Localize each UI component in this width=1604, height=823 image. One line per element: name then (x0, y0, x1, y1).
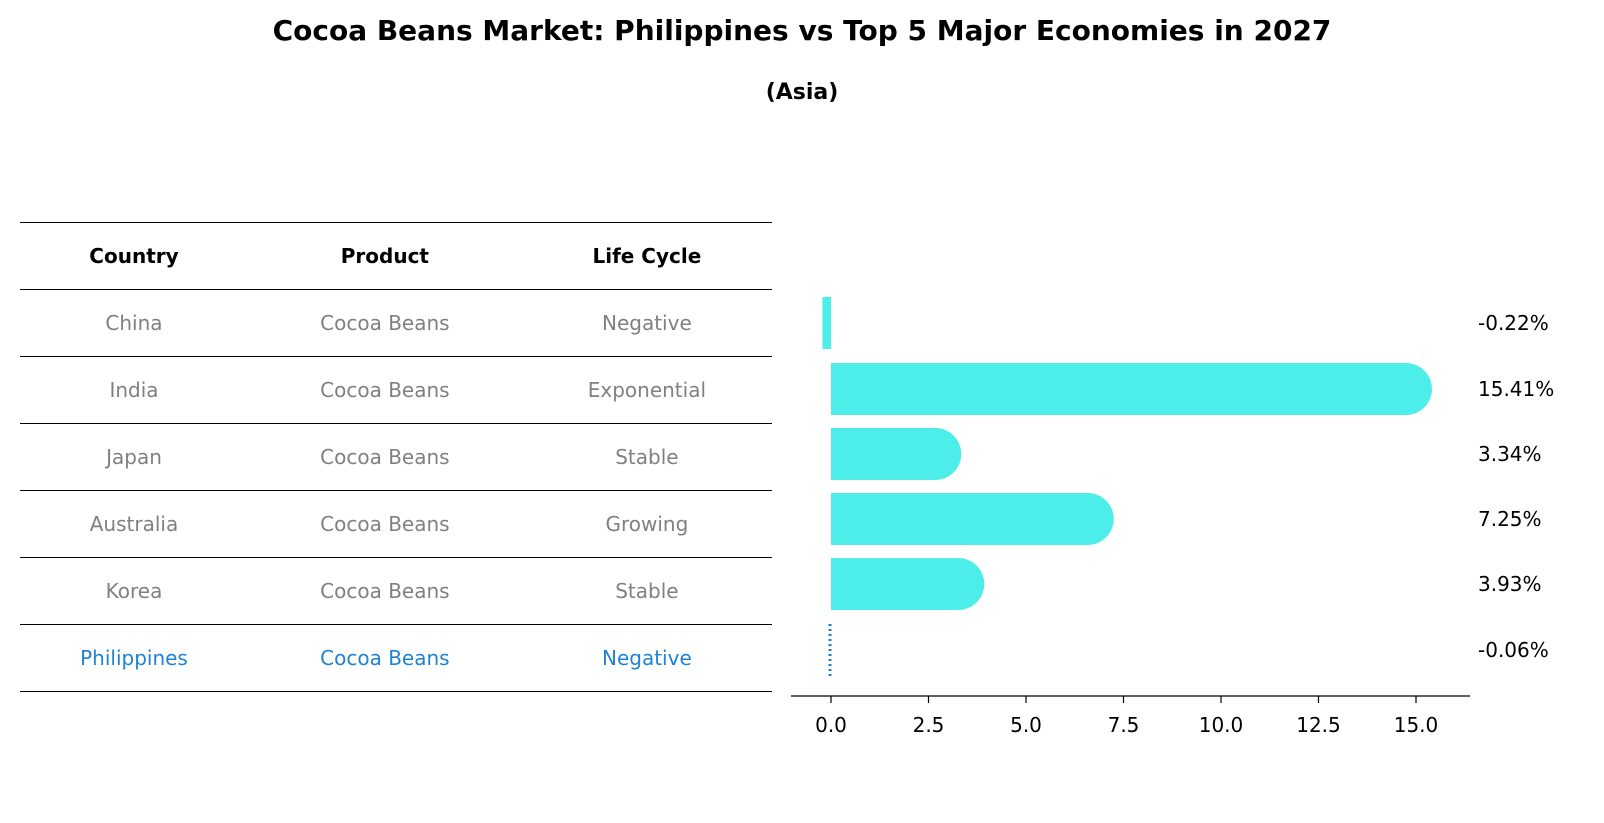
header-life-cycle: Life Cycle (521, 222, 772, 290)
chart-title: Cocoa Beans Market: Philippines vs Top 5… (272, 14, 1332, 47)
bar-india (831, 363, 1432, 415)
value-label-australia: 7.25% (1478, 507, 1542, 531)
header-country: Country (20, 222, 248, 290)
bar-australia (831, 493, 1114, 545)
cell-country: Philippines (20, 624, 248, 692)
table-row: China Cocoa Beans Negative (20, 289, 772, 357)
value-label-korea: 3.93% (1478, 572, 1542, 596)
header-product: Product (247, 222, 522, 290)
cell-country: Japan (20, 423, 248, 491)
x-tick-label: 10.0 (1199, 713, 1244, 737)
bar-korea (831, 558, 985, 610)
x-tick-label: 12.5 (1296, 713, 1341, 737)
x-tick-label: 2.5 (913, 713, 945, 737)
cell-country: Australia (20, 490, 248, 558)
cell-life-cycle: Negative (521, 289, 772, 357)
table-row: Japan Cocoa Beans Stable (20, 423, 772, 491)
value-label-japan: 3.34% (1478, 442, 1542, 466)
table-header-row: Country Product Life Cycle (20, 222, 772, 290)
cell-product: Cocoa Beans (247, 490, 522, 558)
bar-china (822, 297, 831, 349)
bar-japan (831, 428, 962, 480)
table-row: India Cocoa Beans Exponential (20, 356, 772, 424)
cell-country: Korea (20, 557, 248, 625)
cell-product: Cocoa Beans (247, 356, 522, 424)
table-row-highlighted: Philippines Cocoa Beans Negative (20, 624, 772, 692)
cell-product: Cocoa Beans (247, 423, 522, 491)
chart-subtitle: (Asia) (765, 80, 839, 105)
cell-product: Cocoa Beans (247, 289, 522, 357)
cell-product: Cocoa Beans (247, 557, 522, 625)
cell-product: Cocoa Beans (247, 624, 522, 692)
value-label-china: -0.22% (1478, 311, 1549, 335)
cell-life-cycle: Stable (521, 423, 772, 491)
table-row: Australia Cocoa Beans Growing (20, 490, 772, 558)
x-tick-label: 15.0 (1394, 713, 1439, 737)
value-label-india: 15.41% (1478, 377, 1554, 401)
cell-life-cycle: Growing (521, 490, 772, 558)
x-tick-label: 7.5 (1108, 713, 1140, 737)
cell-life-cycle: Stable (521, 557, 772, 625)
value-label-philippines: -0.06% (1478, 638, 1549, 662)
x-tick-label: 0.0 (815, 713, 847, 737)
country-table: Country Product Life Cycle China Cocoa B… (20, 222, 772, 692)
table-row: Korea Cocoa Beans Stable (20, 557, 772, 625)
x-tick-label: 5.0 (1010, 713, 1042, 737)
cell-country: India (20, 356, 248, 424)
cell-country: China (20, 289, 248, 357)
cell-life-cycle: Negative (521, 624, 772, 692)
